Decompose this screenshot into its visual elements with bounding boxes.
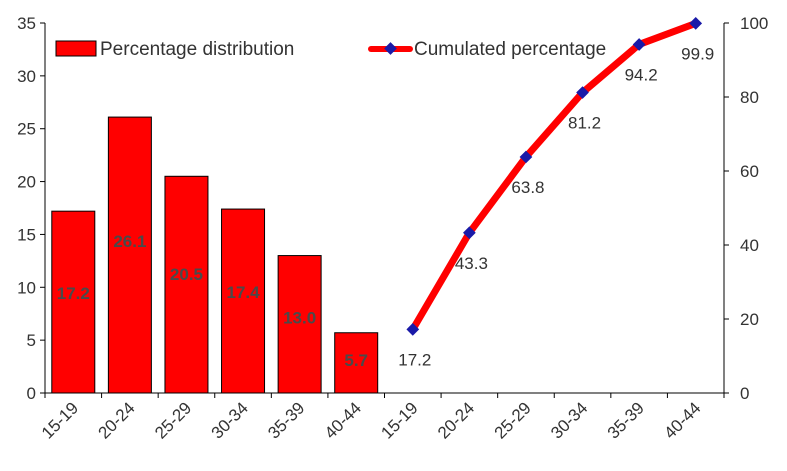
bar <box>164 175 209 394</box>
line-point-marker <box>463 226 476 240</box>
bar <box>107 116 152 394</box>
x-tick-label: 15-19 <box>38 398 82 442</box>
y-right-tick-label: 20 <box>740 310 759 329</box>
bar-value-label: 13.0 <box>283 308 316 327</box>
legend-swatch-percentage-distribution <box>55 40 97 57</box>
y-right-tick-label: 40 <box>740 236 759 255</box>
bar <box>334 332 379 394</box>
x-tick-label: 40-44 <box>321 398 365 442</box>
x-tick-label: 30-34 <box>208 398 252 442</box>
line-value-label: 63.8 <box>511 178 544 197</box>
line-value-label: 17.2 <box>398 350 431 369</box>
bar-value-label: 5.7 <box>344 351 368 370</box>
legend-marker-cumulated-percentage <box>384 42 397 55</box>
legend-label-cumulated-percentage: Cumulated percentage <box>414 39 606 60</box>
y-right-tick-label: 0 <box>740 384 749 403</box>
bar <box>221 208 266 394</box>
x-tick-label: 35-39 <box>264 398 308 442</box>
bar <box>51 210 96 394</box>
y-left-tick-label: 35 <box>17 14 36 33</box>
bar-value-label: 17.2 <box>57 284 90 303</box>
x-tick-label: 40-44 <box>660 398 704 442</box>
y-left-tick-label: 5 <box>27 331 36 350</box>
legend: Percentage distribution Cumulated percen… <box>55 39 606 60</box>
line-value-label: 81.2 <box>568 114 601 133</box>
y-left-tick-label: 25 <box>17 120 36 139</box>
y-right-tick-label: 80 <box>740 88 759 107</box>
y-left-tick-label: 15 <box>17 225 36 244</box>
data-labels: 17.2 26.1 20.5 17.4 13.0 5.7 17.2 43.3 63.8 81.2 9… <box>57 44 715 369</box>
cumulative-line <box>409 19 700 333</box>
line-value-label: 43.3 <box>455 254 488 273</box>
y-left-tick-label: 10 <box>17 278 36 297</box>
x-tick-label: 25-29 <box>491 398 535 442</box>
y-right-tick-label: 60 <box>740 162 759 181</box>
x-tick-label: 30-34 <box>547 398 591 442</box>
bar-value-label: 17.4 <box>226 283 260 302</box>
x-tick-label: 15-19 <box>377 398 421 442</box>
line-point-marker <box>406 322 420 336</box>
legend-label-percentage-distribution: Percentage distribution <box>100 39 294 60</box>
y-left-tick-label: 0 <box>27 384 36 403</box>
bar-series <box>51 116 379 394</box>
line-series <box>406 17 703 336</box>
bar-value-label: 26.1 <box>113 232 146 251</box>
x-tick-label: 20-24 <box>95 398 139 442</box>
bar-value-label: 20.5 <box>170 265 203 284</box>
line-value-label: 99.9 <box>681 44 714 63</box>
bar <box>277 255 322 394</box>
y-right-tick-label: 100 <box>740 14 768 33</box>
x-tick-label: 25-29 <box>151 398 195 442</box>
line-value-label: 94.2 <box>625 65 658 84</box>
x-tick-label: 20-24 <box>434 398 478 442</box>
y-left-tick-label: 20 <box>17 173 36 192</box>
y-left-tick-label: 30 <box>17 67 36 86</box>
x-tick-label: 35-39 <box>604 398 648 442</box>
